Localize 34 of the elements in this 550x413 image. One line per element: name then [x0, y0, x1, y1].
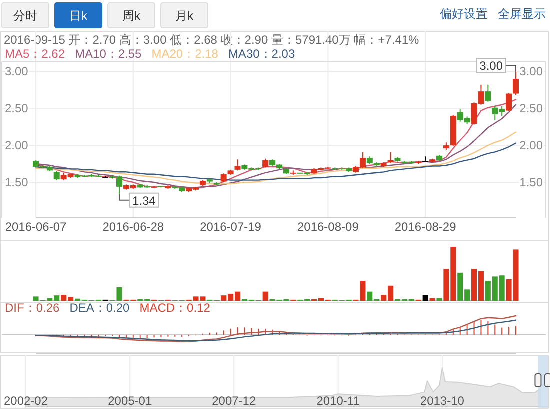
- text: MA30：2.03: [228, 47, 296, 61]
- chart-subtitle: 2016-09-15 开：2.70 高：3.00 低：2.68 收：2.90 量：5791.40万 幅：+7.41%: [4, 33, 420, 47]
- text: MA5：2.62: [5, 47, 66, 61]
- text: 月k: [176, 9, 194, 23]
- text: MA10：2.55: [75, 47, 142, 61]
- x-tick-label: 2016-07-19: [200, 220, 262, 234]
- text: 周k: [122, 9, 142, 23]
- x-tick-label: 2005-01: [108, 394, 152, 408]
- series-label: MACD：0.12: [140, 301, 211, 315]
- x-tick-label: 2016-08-29: [394, 220, 457, 234]
- text: 偏好设置: [440, 7, 488, 21]
- text: 全屏显示: [498, 7, 546, 21]
- annotation: 3.00: [480, 59, 504, 74]
- y-tick-label: 3.00: [5, 64, 29, 78]
- y2-tick-label: 1.50: [520, 175, 544, 190]
- series-label: DIF：0.26: [5, 301, 60, 315]
- y2-tick-label: 2.00: [520, 138, 544, 152]
- y2-tick-label: 2.50: [520, 101, 544, 116]
- x-tick-label: 2010-11: [316, 394, 360, 408]
- x-tick-label: 2016-06-07: [5, 220, 68, 234]
- x-tick-label: 2013-10: [420, 394, 465, 408]
- y2-tick-label: 3.00: [520, 64, 544, 78]
- x-tick-label: 2016-08-09: [297, 220, 360, 234]
- x-tick-label: 2007-12: [212, 394, 256, 408]
- text: 日k: [70, 9, 88, 23]
- y-tick-label: 2.00: [5, 138, 29, 152]
- text: 分时: [14, 9, 38, 23]
- y-tick-label: 1.50: [5, 175, 29, 190]
- text: MA20：2.18: [152, 47, 219, 61]
- series-label: DEA：0.20: [70, 301, 130, 315]
- annotation: 1.34: [132, 194, 156, 208]
- x-tick-label: 2016-06-28: [102, 220, 164, 234]
- x-tick-label: 2002-02: [4, 394, 48, 408]
- y-tick-label: 2.50: [5, 101, 29, 116]
